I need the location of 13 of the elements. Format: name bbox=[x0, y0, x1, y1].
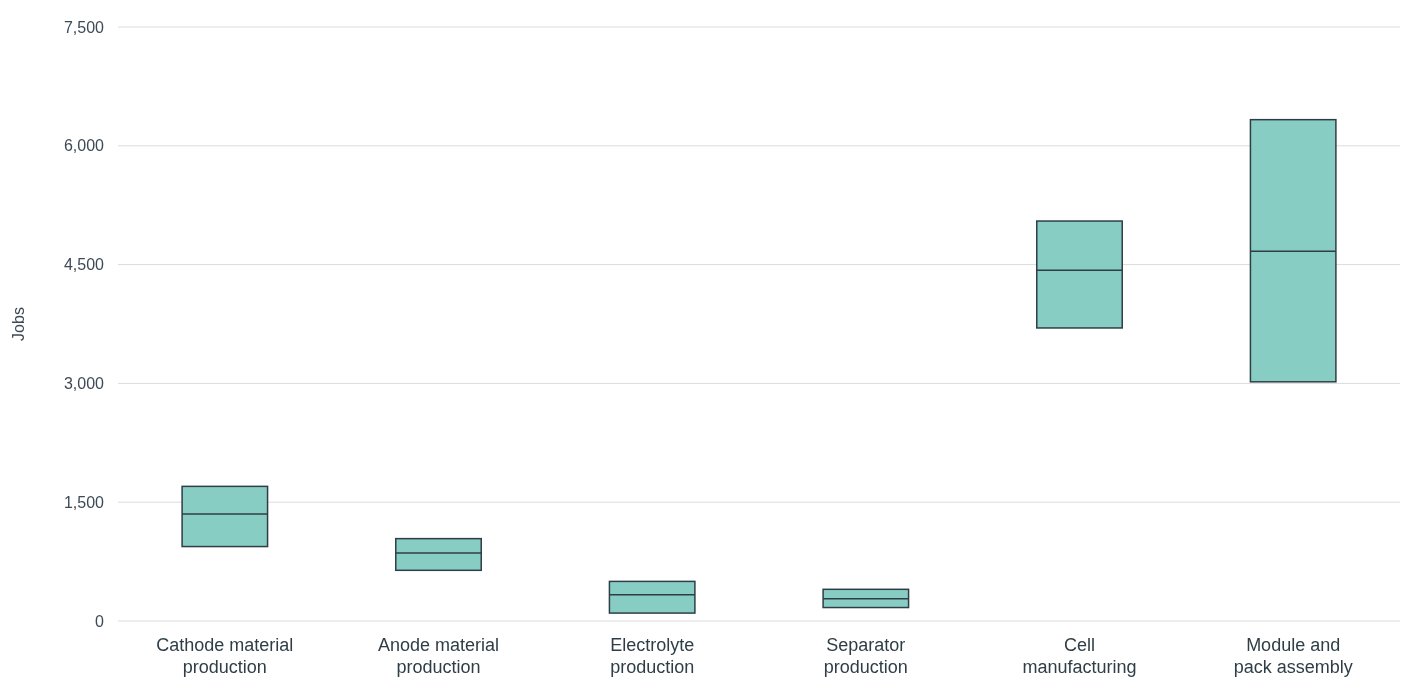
x-tick-label: Electrolyte production bbox=[610, 635, 695, 677]
y-tick-label: 6,000 bbox=[63, 137, 105, 155]
x-tick-label: Module and pack assembly bbox=[1233, 635, 1353, 677]
y-tick-label: 1,500 bbox=[63, 493, 105, 511]
y-tick-label: 3,000 bbox=[63, 375, 105, 392]
x-tick-label: Cathode material production bbox=[156, 635, 294, 677]
x-tick-label: Cell manufacturing bbox=[1022, 635, 1137, 677]
x-tick-label: Separator production bbox=[823, 635, 908, 677]
y-axis-title: Jobs bbox=[10, 307, 27, 341]
y-tick-label: 0 bbox=[95, 612, 105, 630]
y-tick-label: 4,500 bbox=[63, 256, 105, 274]
y-tick-label: 7,500 bbox=[63, 18, 105, 36]
x-tick-label: Anode material production bbox=[377, 635, 500, 677]
